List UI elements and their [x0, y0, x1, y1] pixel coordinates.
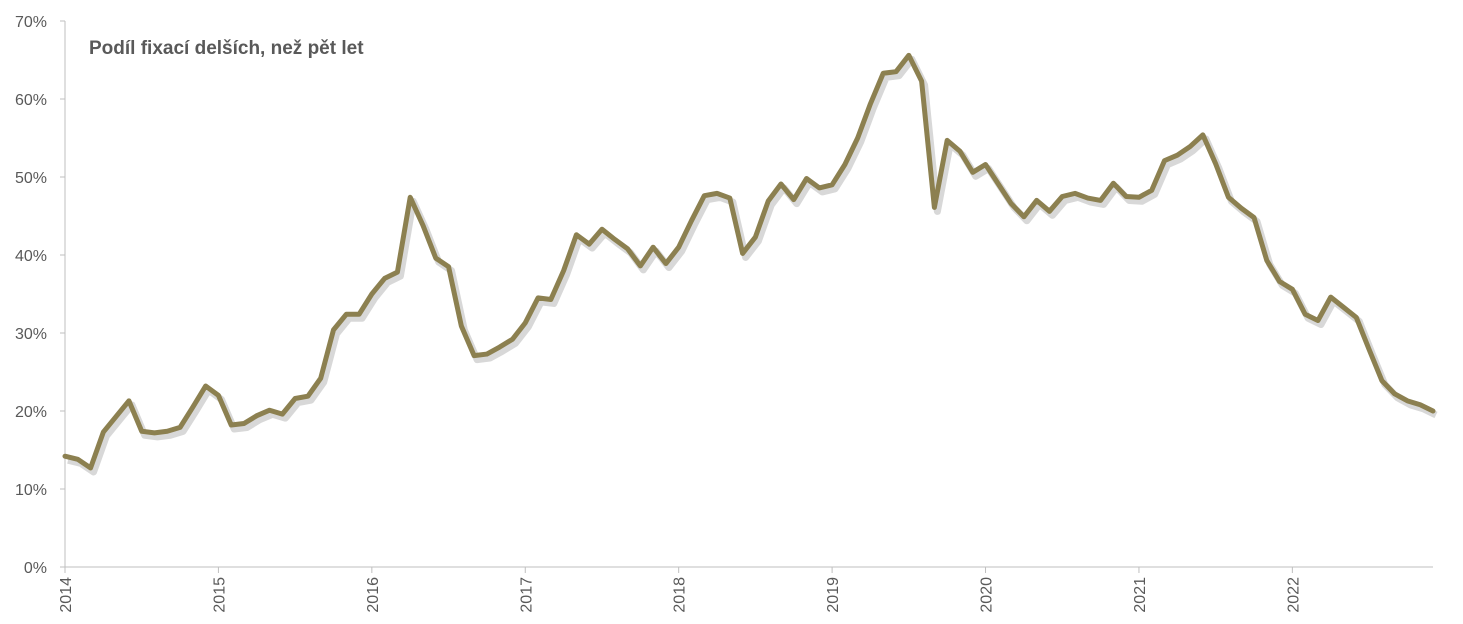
x-tick-label: 2015 — [211, 577, 228, 613]
series-layer — [62, 52, 1438, 476]
axes — [64, 21, 1433, 568]
x-tick-label: 2014 — [58, 577, 75, 613]
y-axis-ticks: 0% 10% 20% 30% 40% 50% 60% 70% — [15, 14, 65, 577]
y-tick-label: 10% — [15, 482, 47, 499]
x-tick-label: 2022 — [1285, 577, 1302, 613]
y-tick-label: 20% — [15, 404, 47, 421]
series-line — [62, 52, 1436, 471]
y-tick-label: 40% — [15, 248, 47, 265]
x-tick-label: 2021 — [1132, 577, 1149, 613]
y-tick-label: 50% — [15, 170, 47, 187]
x-tick-label: 2018 — [672, 577, 689, 613]
x-tick-label: 2019 — [825, 577, 842, 613]
y-tick-label: 60% — [15, 92, 47, 109]
y-tick-label: 70% — [15, 14, 47, 31]
y-tick-label: 30% — [15, 326, 47, 343]
y-tick-label: 0% — [24, 560, 47, 577]
x-tick-label: 2016 — [365, 577, 382, 613]
x-tick-label: 2017 — [518, 577, 535, 613]
chart-title: Podíl fixací delších, než pět let — [89, 38, 364, 59]
x-axis-ticks: 2014 2015 2016 2017 2018 2019 2020 2021 2022 — [58, 567, 1302, 613]
x-tick-label: 2020 — [979, 577, 996, 613]
